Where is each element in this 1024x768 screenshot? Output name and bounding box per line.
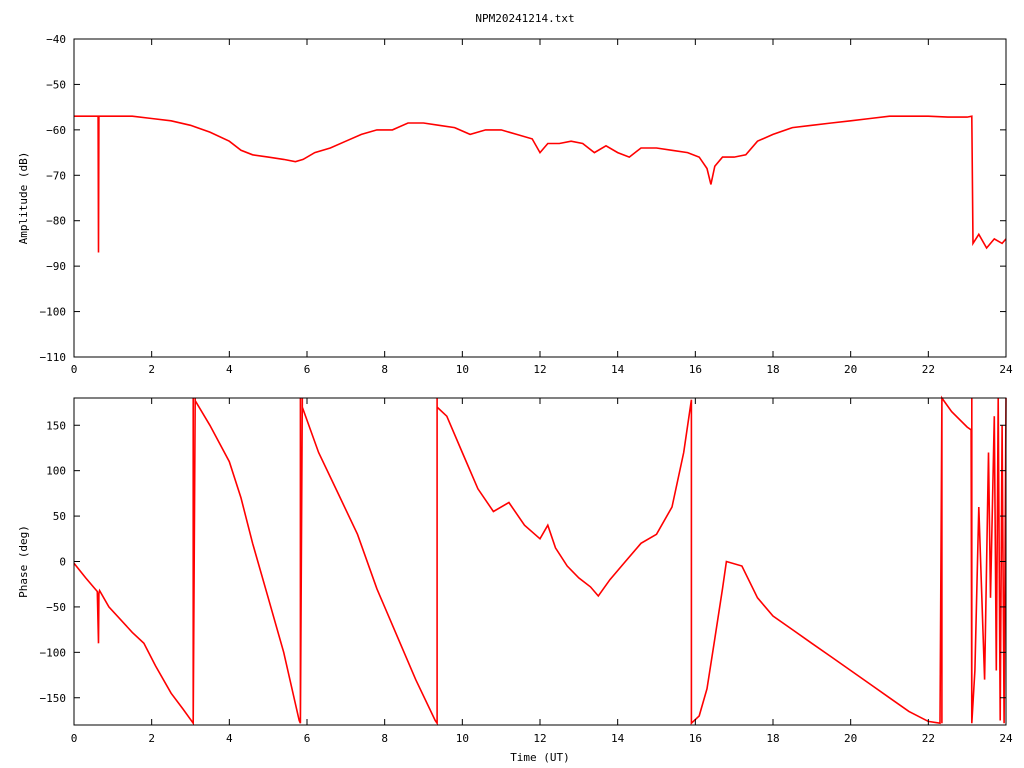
y-tick-label: 100: [46, 465, 66, 478]
y-tick-label: −150: [40, 692, 67, 705]
x-tick-label: 2: [148, 732, 155, 745]
y-tick-label: 0: [59, 556, 66, 569]
x-tick-label: 22: [922, 732, 935, 745]
y-tick-label: −40: [46, 33, 66, 46]
x-axis-label: Time (UT): [510, 751, 570, 764]
series-line-0-0: [74, 115, 1007, 253]
x-tick-label: 16: [689, 732, 702, 745]
x-tick-label: 10: [456, 732, 469, 745]
x-tick-label: 24: [999, 363, 1013, 376]
plots-group: 0 2 4 6 8 10 12 14 16 18 20 22 24−110−100−90−80−70−6…: [17, 33, 1013, 764]
x-tick-label: 16: [689, 363, 702, 376]
x-tick-label: 18: [766, 732, 779, 745]
x-tick-label: 10: [456, 363, 469, 376]
x-tick-label: 18: [766, 363, 779, 376]
y-tick-label: 150: [46, 419, 66, 432]
x-tick-label: 0: [71, 732, 78, 745]
y-tick-label: −100: [40, 306, 67, 319]
y-tick-label: −90: [46, 260, 66, 273]
x-tick-label: 2: [148, 363, 155, 376]
y-tick-label: −110: [40, 351, 67, 364]
y-tick-label: −70: [46, 169, 66, 182]
series-line-1-0: [73, 395, 1007, 726]
x-tick-label: 14: [611, 363, 625, 376]
x-tick-label: 6: [304, 363, 311, 376]
x-tick-label: 6: [304, 732, 311, 745]
x-tick-label: 8: [381, 363, 388, 376]
x-tick-label: 20: [844, 363, 857, 376]
x-tick-label: 22: [922, 363, 935, 376]
plot-1: 0 2 4 6 8 10 12 14 16 18 20 22 24−150−100−5005010015…: [17, 395, 1013, 764]
x-tick-label: 14: [611, 732, 625, 745]
y-tick-label: −50: [46, 601, 66, 614]
x-tick-label: 12: [533, 363, 546, 376]
x-tick-label: 12: [533, 732, 546, 745]
y-tick-label: −50: [46, 78, 66, 91]
x-tick-label: 8: [381, 732, 388, 745]
x-tick-label: 4: [226, 732, 233, 745]
x-tick-label: 0: [71, 363, 78, 376]
y-tick-label: 50: [53, 510, 66, 523]
y-tick-label: −100: [40, 646, 67, 659]
y-tick-label: −80: [46, 215, 66, 228]
x-tick-label: 4: [226, 363, 233, 376]
y-tick-label: −60: [46, 124, 66, 137]
y-axis-label: Amplitude (dB): [17, 152, 30, 245]
plot-0: 0 2 4 6 8 10 12 14 16 18 20 22 24−110−100−90−80−70−6…: [17, 33, 1013, 376]
x-tick-label: 24: [999, 732, 1013, 745]
x-tick-label: 20: [844, 732, 857, 745]
y-axis-label: Phase (deg): [17, 525, 30, 598]
chart-title: NPM20241214.txt: [475, 12, 574, 25]
